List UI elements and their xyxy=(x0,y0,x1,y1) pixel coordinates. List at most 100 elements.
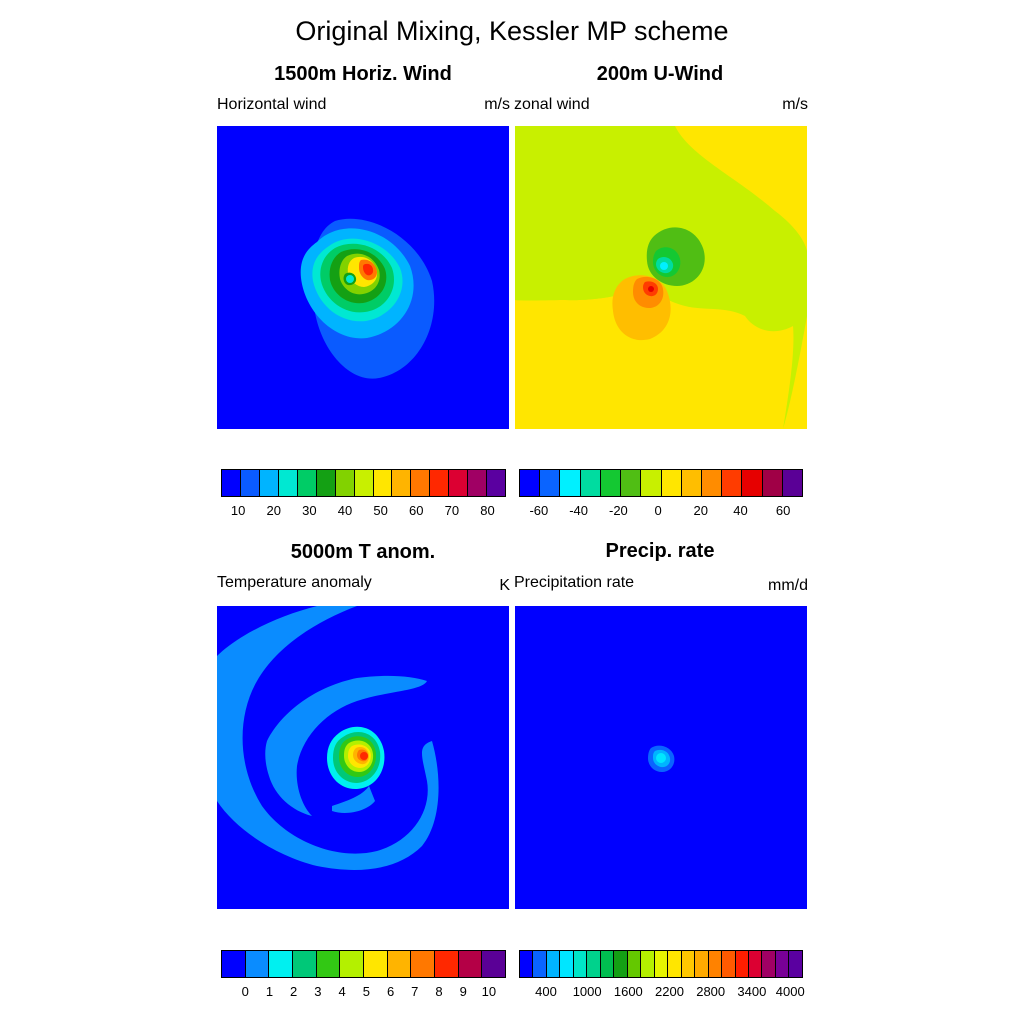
colorbar-swatch xyxy=(742,470,763,496)
contour-fill-1-outer-band xyxy=(217,606,439,870)
colorbar-tick-label: 400 xyxy=(535,984,557,999)
colorbar-tick-label: 10 xyxy=(230,503,246,518)
colorbar-tick-label: 4 xyxy=(338,984,346,999)
colorbar-swatch xyxy=(627,951,642,977)
colorbar-swatch xyxy=(580,470,601,496)
colorbar-swatch xyxy=(245,951,270,977)
colorbar-tick-label: 20 xyxy=(693,503,708,518)
colorbar-tick-label: 50 xyxy=(373,503,388,518)
colorbar-tick-label: 80 xyxy=(480,503,495,518)
panel-title-t-anom: 5000m T anom. xyxy=(290,541,436,563)
colorbar-tick-label: 30 xyxy=(302,503,317,518)
colorbar-swatch xyxy=(335,470,355,496)
colorbar-ticks-horiz-wind: 10 20 30 40 50 60 70 80 xyxy=(221,503,506,519)
plot-horiz-wind xyxy=(217,126,509,429)
contour-fill-1-tail xyxy=(332,786,375,813)
colorbar-tick-label: 4000 xyxy=(775,984,805,999)
colorbar-swatch xyxy=(600,951,615,977)
colorbar-swatch xyxy=(430,470,450,496)
colorbar-swatch xyxy=(269,951,294,977)
colorbar-swatch xyxy=(641,951,655,977)
panel-units-horiz-wind: m/s xyxy=(484,96,510,113)
colorbar-swatch xyxy=(435,951,459,977)
colorbar-swatch xyxy=(668,951,682,977)
panel-title-precip: Precip. rate xyxy=(605,540,715,562)
colorbar-swatch xyxy=(722,951,736,977)
colorbar-ticks-t-anom: 0 1 2 3 4 5 6 7 8 9 10 xyxy=(221,984,506,1000)
panel-title-u-wind: 200m U-Wind xyxy=(596,63,724,85)
contour-fill-0-lobe xyxy=(515,268,643,301)
colorbar-tick-label: 9 xyxy=(459,984,467,999)
colorbar-swatch xyxy=(621,470,642,496)
colorbar-swatch xyxy=(373,470,393,496)
colorbar-swatch xyxy=(293,951,317,977)
colorbar-swatch xyxy=(546,951,561,977)
colorbar-swatch xyxy=(540,470,561,496)
colorbar-swatch xyxy=(387,951,412,977)
panel-units-u-wind: m/s xyxy=(782,96,808,113)
colorbar-tick-label: 3400 xyxy=(737,984,767,999)
colorbar-swatch xyxy=(482,951,506,977)
colorbar-ticks-precip: 400 1000 1600 2200 2800 3400 4000 xyxy=(519,984,805,1000)
panel-label-precip: Precipitation rate xyxy=(514,574,635,591)
contour-fill-9 xyxy=(360,752,368,760)
colorbar-swatch xyxy=(681,470,702,496)
colorbar-tick-label: 2 xyxy=(290,984,298,999)
contour-precip xyxy=(515,606,807,909)
colorbar-swatch xyxy=(487,470,506,496)
colorbar-swatch xyxy=(392,470,412,496)
colorbar-ticks-u-wind: -60 -40 -20 0 20 40 60 xyxy=(519,503,803,519)
colorbar-swatch xyxy=(411,951,436,977)
colorbar-tick-label: 40 xyxy=(733,503,748,518)
colorbar-swatch xyxy=(661,470,682,496)
colorbar-tick-label: 6 xyxy=(386,984,395,999)
colorbar-swatch xyxy=(520,470,541,496)
colorbar-swatch xyxy=(695,951,709,977)
colorbar-tick-label: 40 xyxy=(337,503,353,518)
colorbar-swatch xyxy=(587,951,601,977)
panel-title-horiz-wind: 1500m Horiz. Wind xyxy=(274,63,452,85)
colorbar-swatch xyxy=(222,951,246,977)
colorbar-swatch xyxy=(600,470,622,496)
colorbar-swatch xyxy=(614,951,628,977)
colorbar-tick-label: 0 xyxy=(654,503,662,518)
colorbar-swatch xyxy=(681,951,696,977)
contour-u-wind xyxy=(515,126,807,429)
colorbar-tick-label: 3 xyxy=(314,984,322,999)
panel-units-precip: mm/d xyxy=(768,577,808,594)
contour-horiz-wind xyxy=(217,126,509,429)
colorbar-swatch xyxy=(411,470,431,496)
colorbar-tick-label: 1600 xyxy=(613,984,643,999)
contour-fill-minus-40 xyxy=(660,262,668,270)
panel-label-u-wind: zonal wind xyxy=(514,96,590,113)
plot-t-anom xyxy=(217,606,509,909)
colorbar-tick-label: 70 xyxy=(444,503,460,518)
colorbar-tick-label: 60 xyxy=(775,503,791,518)
panel-label-t-anom: Temperature anomaly xyxy=(217,574,372,591)
plot-u-wind xyxy=(515,126,807,429)
colorbar-tick-label: 2800 xyxy=(696,984,726,999)
colorbar-swatch xyxy=(520,951,534,977)
colorbar-swatch xyxy=(449,470,469,496)
colorbar-swatch xyxy=(468,470,488,496)
colorbar-swatch xyxy=(775,951,790,977)
colorbar-swatch xyxy=(560,470,581,496)
contour-fill-50 xyxy=(648,286,654,292)
colorbar-tick-label: 60 xyxy=(408,503,424,518)
colorbar-tick-label: 5 xyxy=(362,984,370,999)
colorbar-swatch xyxy=(654,951,669,977)
colorbar-swatch xyxy=(297,470,317,496)
colorbar-precip xyxy=(519,950,803,978)
colorbar-swatch xyxy=(782,470,803,496)
colorbar-swatch xyxy=(364,951,388,977)
colorbar-swatch xyxy=(458,951,483,977)
contour-fill-600 xyxy=(656,753,666,763)
colorbar-swatch xyxy=(354,470,374,496)
colorbar-swatch xyxy=(762,470,783,496)
contour-eye xyxy=(346,275,354,283)
colorbar-tick-label: 8 xyxy=(435,984,443,999)
contour-fill-1-inner-band xyxy=(265,675,427,816)
colorbar-t-anom xyxy=(221,950,506,978)
colorbar-tick-label: -40 xyxy=(569,503,589,518)
colorbar-tick-label: 7 xyxy=(411,984,419,999)
